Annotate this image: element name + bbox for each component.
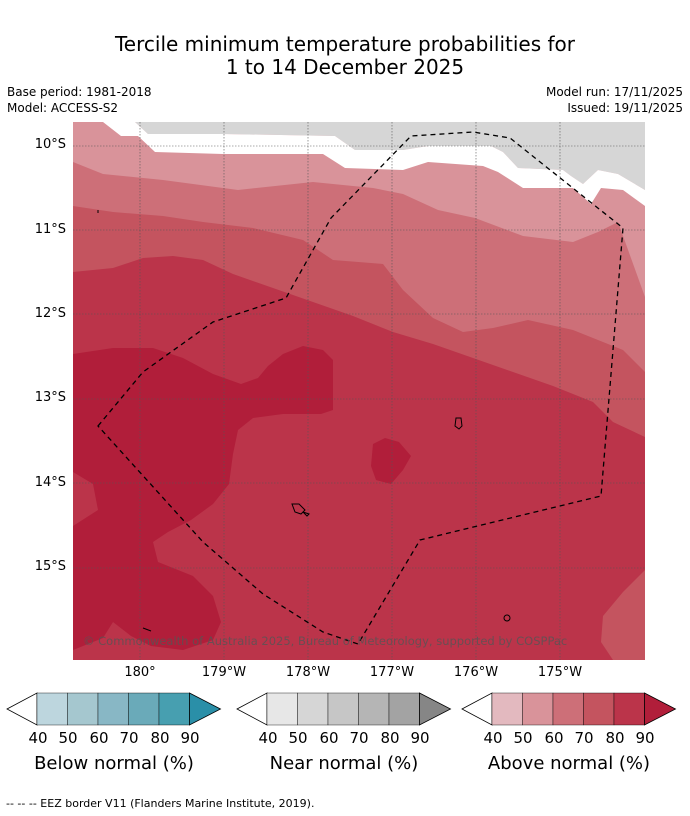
lon-label-178w: 178°W [285, 665, 331, 680]
colorbar-min-arrow [6, 692, 38, 726]
island [302, 511, 310, 517]
colorbar-swatch [327, 692, 359, 726]
colorbar-near-title: Near normal (%) [269, 753, 419, 774]
issued-date: Issued: 19/11/2025 [567, 101, 683, 115]
colorbar-above-tick: 40 [483, 729, 503, 747]
colorbar-near-tick: 40 [258, 729, 278, 747]
island [142, 627, 152, 632]
model-run: Model run: 17/11/2025 [545, 85, 683, 99]
lat-label-15s: 15°S [34, 559, 66, 574]
colorbar-max-arrow [189, 692, 222, 726]
map-title-line-1: Tercile minimum temperature probabilitie… [114, 32, 576, 56]
graticule [73, 122, 645, 660]
colorbar-below-tick: 90 [180, 729, 200, 747]
island [503, 614, 511, 622]
colorbar-swatch [158, 692, 190, 726]
colorbar-above-tick: 60 [544, 729, 564, 747]
colorbar-min-arrow [461, 692, 493, 726]
eez-footnote: -- -- -- EEZ border V11 (Flanders Marine… [6, 797, 315, 810]
colorbar-below-tick: 40 [28, 729, 48, 747]
colorbar-swatch [67, 692, 99, 726]
colorbar-below-tick: 70 [119, 729, 139, 747]
colorbar-swatch [613, 692, 645, 726]
above-normal-corner-patch [601, 570, 645, 660]
colorbar-near-tick: 80 [380, 729, 400, 747]
colorbar-swatch [97, 692, 129, 726]
colorbar-near-tick: 90 [410, 729, 430, 747]
colorbar-max-arrow [419, 692, 452, 726]
above-normal-edge-patch [73, 472, 98, 526]
colorbar-above-tick: 80 [605, 729, 625, 747]
colorbar-swatch [358, 692, 390, 726]
lat-label-10s: 10°S [34, 137, 66, 152]
near-normal-region [103, 122, 645, 190]
above-normal-80 [73, 256, 645, 660]
lon-label-180: 180° [124, 665, 156, 680]
eez-border [97, 131, 624, 645]
colorbar-min-arrow [236, 692, 268, 726]
lon-label-177w: 177°W [369, 665, 415, 680]
colorbar-above-tick: 70 [574, 729, 594, 747]
colorbar-swatch [36, 692, 68, 726]
lon-label-175w: 175°W [537, 665, 583, 680]
colorbar-swatch [491, 692, 523, 726]
colorbar-swatch [388, 692, 420, 726]
base-period: Base period: 1981-2018 [7, 85, 152, 99]
colorbar-swatch [552, 692, 584, 726]
colorbar-near-tick: 70 [349, 729, 369, 747]
lon-label-176w: 176°W [453, 665, 499, 680]
map-title-line-2: 1 to 14 December 2025 [225, 55, 465, 79]
colorbar-below-tick: 80 [150, 729, 170, 747]
lat-label-11s: 11°S [34, 222, 66, 237]
colorbar-above-normal [461, 692, 677, 726]
colorbar-near-tick: 50 [288, 729, 308, 747]
colorbar-near-normal [236, 692, 452, 726]
probability-map: © Commonwealth of Australia 2025, Bureau… [73, 122, 645, 660]
lat-label-12s: 12°S [34, 306, 66, 321]
colorbar-above-tick: 50 [513, 729, 533, 747]
colorbar-above-title: Above normal (%) [487, 753, 651, 774]
colorbar-below-title: Below normal (%) [34, 753, 194, 774]
colorbar-swatch [128, 692, 160, 726]
above-normal-blob [371, 438, 411, 484]
colorbar-swatch [522, 692, 554, 726]
low-probability-gap [103, 122, 645, 206]
colorbar-swatch [297, 692, 329, 726]
copyright-notice: © Commonwealth of Australia 2025, Bureau… [83, 634, 567, 648]
colorbar-swatch [583, 692, 615, 726]
colorbar-max-arrow [644, 692, 677, 726]
above-normal-90 [73, 346, 333, 650]
lat-label-13s: 13°S [34, 390, 66, 405]
model-name: Model: ACCESS-S2 [7, 101, 119, 115]
island [454, 417, 463, 430]
lat-label-14s: 14°S [34, 475, 66, 490]
colorbar-below-normal [6, 692, 222, 726]
colorbar-above-tick: 90 [635, 729, 655, 747]
colorbar-swatch [266, 692, 298, 726]
lon-label-179w: 179°W [201, 665, 247, 680]
colorbar-below-tick: 60 [89, 729, 109, 747]
colorbar-near-tick: 60 [319, 729, 339, 747]
colorbar-below-tick: 50 [58, 729, 78, 747]
